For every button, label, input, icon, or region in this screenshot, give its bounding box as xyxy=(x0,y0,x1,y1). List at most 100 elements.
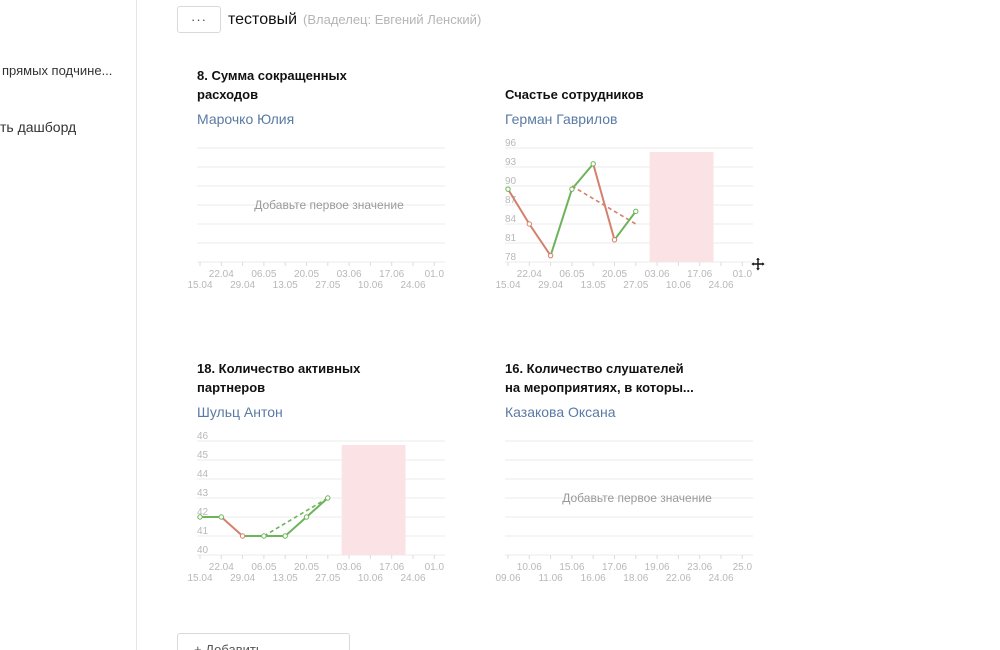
data-point xyxy=(261,533,267,539)
series-segment xyxy=(592,163,616,241)
x-tick-label: 06.05 xyxy=(251,269,276,280)
widget-title[interactable]: 16. Количество слушателей на мероприятиях… xyxy=(505,360,765,397)
x-tick-label: 03.06 xyxy=(645,269,670,280)
y-tick-label: 87 xyxy=(505,195,517,206)
x-tick-label: 17.06 xyxy=(602,562,627,573)
widget-owner-link[interactable]: Шульц Антон xyxy=(197,404,283,420)
widget-title[interactable]: Счастье сотрудников xyxy=(505,67,765,104)
sidebar-item-direct-reports[interactable]: прямых подчине... xyxy=(2,63,113,78)
y-tick-label: 43 xyxy=(197,488,209,499)
y-tick-label: 81 xyxy=(505,233,517,244)
y-tick-label: 93 xyxy=(505,157,517,168)
x-tick-label: 20.05 xyxy=(294,562,319,573)
x-tick-label: 29.04 xyxy=(538,280,563,291)
x-tick-label: 13.05 xyxy=(581,280,606,291)
widget-title[interactable]: 8. Сумма сокращенных расходов xyxy=(197,67,457,104)
data-point xyxy=(526,221,532,227)
x-tick-label: 10.06 xyxy=(666,280,691,291)
series-segment xyxy=(507,188,531,225)
x-tick-label: 24.06 xyxy=(708,280,733,291)
widget-chart: 10.06 15.06 17.06 19.06 23.06 25.0 09.06 11.06 1… xyxy=(495,440,753,584)
widget-owner-link[interactable]: Марочко Юлия xyxy=(197,111,295,127)
series-segment xyxy=(613,210,637,241)
x-tick-label: 10.06 xyxy=(517,562,542,573)
series-segment xyxy=(528,223,552,257)
forecast-highlight xyxy=(341,445,406,555)
move-icon[interactable] xyxy=(750,256,766,272)
x-tick-label: 20.05 xyxy=(602,269,627,280)
x-tick-label: 15.04 xyxy=(187,573,212,584)
series-segment xyxy=(305,497,329,518)
x-tick-label: 16.06 xyxy=(581,573,606,584)
data-point xyxy=(239,533,246,539)
y-tick-label: 40 xyxy=(197,545,209,556)
x-tick-label: 23.06 xyxy=(687,562,712,573)
y-tick-label: 90 xyxy=(505,176,517,187)
x-tick-label: 11.06 xyxy=(538,573,563,584)
widget-title-line: 8. Сумма сокращенных xyxy=(197,68,347,83)
x-tick-label: 13.05 xyxy=(273,280,298,291)
x-tick-label: 24.06 xyxy=(708,573,733,584)
x-tick-label: 19.06 xyxy=(645,562,670,573)
plan-line xyxy=(263,497,329,537)
data-point xyxy=(569,186,575,192)
x-tick-label: 17.06 xyxy=(687,269,712,280)
widget-card[interactable]: Счастье сотрудников Герман Гаврилов 22.0… xyxy=(495,67,765,291)
x-tick-label: 22.04 xyxy=(209,269,234,280)
data-point xyxy=(325,495,331,501)
x-tick-label: 27.05 xyxy=(315,573,340,584)
x-tick-label: 03.06 xyxy=(337,562,362,573)
x-tick-label: 22.06 xyxy=(666,573,691,584)
x-tick-label: 17.06 xyxy=(379,562,404,573)
x-tick-label: 29.04 xyxy=(230,573,255,584)
widget-title-line: Счастье сотрудников xyxy=(505,86,644,102)
x-tick-label: 10.06 xyxy=(358,573,383,584)
y-tick-label: 41 xyxy=(197,526,209,537)
empty-state-text: Добавьте первое значение xyxy=(254,198,404,212)
series-segment xyxy=(571,163,594,190)
series-segment xyxy=(220,516,244,537)
x-tick-label: 01.0 xyxy=(733,269,753,280)
add-widget-button[interactable]: + Добавить xyxy=(177,633,350,650)
dashboard-owner: (Владелец: Евгений Ленский) xyxy=(303,12,482,27)
widget-owner-link[interactable]: Казакова Оксана xyxy=(505,404,616,420)
widget-title-line: 16. Количество слушателей xyxy=(505,361,684,376)
widget-card[interactable]: 8. Сумма сокращенных расходов Марочко Юли… xyxy=(187,67,457,291)
dashboard-title: тестовый xyxy=(228,10,298,28)
x-tick-label: 25.0 xyxy=(733,562,753,573)
y-tick-label: 46 xyxy=(197,431,209,442)
series-segment xyxy=(549,188,573,256)
widget-title[interactable]: 18. Количество активных партнеров xyxy=(197,360,457,397)
x-tick-label: 27.05 xyxy=(623,280,648,291)
x-tick-label: 24.06 xyxy=(400,280,425,291)
x-tick-label: 06.05 xyxy=(559,269,584,280)
x-tick-label: 15.06 xyxy=(559,562,584,573)
widget-owner-link[interactable]: Герман Гаврилов xyxy=(505,111,618,127)
x-tick-label: 29.04 xyxy=(230,280,255,291)
sidebar-item-dashboard[interactable]: ть дашборд xyxy=(0,119,77,135)
x-tick-label: 17.06 xyxy=(379,269,404,280)
series-segment xyxy=(284,516,308,537)
dashboard-header: ··· тестовый (Владелец: Евгений Ленский) xyxy=(177,6,481,33)
widget-card[interactable]: 16. Количество слушателей на мероприятиях… xyxy=(495,360,765,584)
x-tick-label: 06.05 xyxy=(251,562,276,573)
forecast-highlight xyxy=(649,152,714,262)
x-tick-label: 01.0 xyxy=(425,269,445,280)
data-point xyxy=(303,514,310,520)
y-tick-label: 45 xyxy=(197,450,209,461)
x-tick-label: 10.06 xyxy=(358,280,383,291)
x-tick-label: 03.06 xyxy=(337,269,362,280)
data-point xyxy=(197,514,203,520)
y-tick-label: 44 xyxy=(197,469,209,480)
x-tick-label: 27.05 xyxy=(315,280,340,291)
x-tick-label: 22.04 xyxy=(209,562,234,573)
widget-card[interactable]: 18. Количество активных партнеров Шульц А… xyxy=(187,360,457,584)
x-tick-label: 18.06 xyxy=(623,573,648,584)
x-tick-label: 01.0 xyxy=(425,562,445,573)
data-point xyxy=(633,208,639,215)
x-tick-label: 20.05 xyxy=(294,269,319,280)
x-tick-label: 15.04 xyxy=(495,280,520,291)
y-tick-label: 42 xyxy=(197,507,209,518)
more-button[interactable]: ··· xyxy=(177,6,221,33)
data-point xyxy=(218,514,224,520)
